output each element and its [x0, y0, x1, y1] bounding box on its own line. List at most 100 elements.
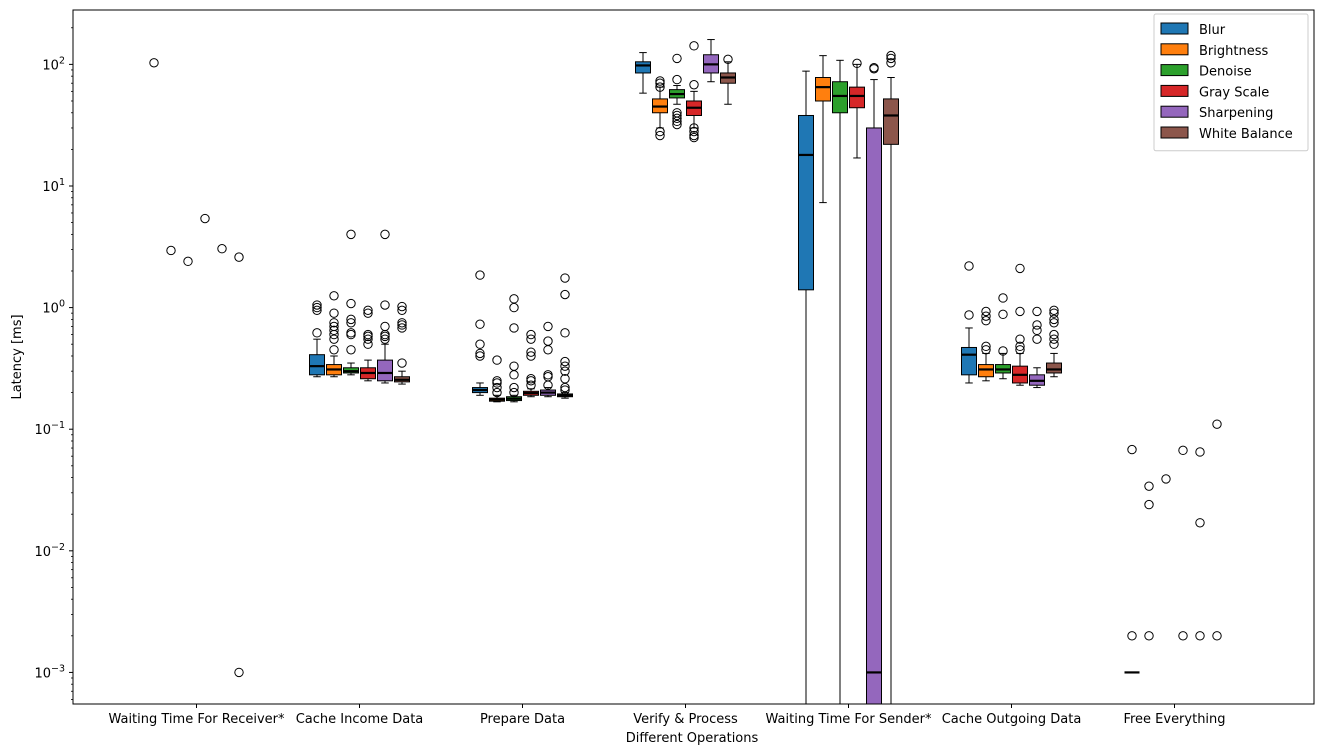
legend-label: Denoise: [1199, 65, 1252, 80]
box-0: [234, 252, 244, 678]
outlier-point: [509, 382, 519, 393]
box-5: [978, 306, 994, 382]
outlier-point: [560, 328, 570, 338]
outlier-point: [526, 347, 536, 357]
box-6: [1212, 419, 1222, 641]
outlier-point: [1032, 325, 1042, 336]
legend-label: Sharpening: [1199, 106, 1273, 121]
outlier-point: [886, 53, 896, 64]
outlier-point: [363, 308, 373, 318]
plot-area: [149, 39, 1222, 704]
box-iqr: [883, 98, 899, 145]
outlier-point: [655, 82, 665, 92]
outlier-point: [526, 374, 536, 384]
y-tick-label: 10−2: [34, 542, 65, 560]
outlier-point: [689, 130, 699, 141]
outlier-point: [543, 321, 553, 332]
outlier-point: [492, 387, 502, 398]
outlier-point: [560, 374, 570, 384]
axes-frame: [72, 9, 1315, 705]
box-3: [635, 52, 651, 94]
x-tick-label: Cache Outgoing Data: [942, 712, 1082, 727]
outlier-point: [560, 385, 570, 395]
outlier-point: [475, 339, 485, 349]
x-tick-label: Verify & Process: [633, 712, 738, 727]
outlier-point: [380, 334, 390, 344]
legend-label: Gray Scale: [1199, 85, 1269, 100]
outlier-point: [998, 293, 1008, 303]
outlier-point: [981, 311, 991, 321]
outlier-point: [475, 270, 485, 280]
outlier-point: [1015, 345, 1025, 355]
box-4: [866, 62, 882, 704]
y-axis-label: Latency [ms]: [10, 314, 25, 399]
outlier-point: [1195, 518, 1205, 528]
box-iqr: [377, 359, 393, 382]
outlier-point: [363, 334, 373, 344]
outlier-point: [526, 329, 536, 340]
outlier-point: [509, 387, 519, 398]
outlier-point: [672, 108, 682, 118]
outlier-point: [312, 302, 322, 313]
box-6: [1124, 444, 1140, 674]
outlier-point: [329, 345, 339, 355]
box-3: [720, 54, 736, 105]
outlier-point: [397, 305, 407, 316]
outlier-point: [397, 318, 407, 328]
outlier-point: [475, 351, 485, 361]
box-5: [1029, 306, 1045, 389]
box-3: [703, 39, 719, 83]
x-tick-label: Waiting Time For Sender*: [766, 712, 932, 727]
outlier-point: [560, 289, 570, 300]
outlier-point: [655, 130, 665, 141]
box-iqr: [635, 61, 651, 74]
y-tick-label: 102: [42, 55, 65, 73]
outlier-point: [1195, 447, 1205, 457]
legend: Blur Brightness Denoise Gray Scale Sharpenin…: [1153, 13, 1309, 152]
outlier-point: [998, 346, 1008, 356]
series-brightness: [166, 55, 1154, 641]
outlier-point: [234, 252, 244, 262]
outlier-point: [1032, 306, 1042, 317]
outlier-point: [509, 323, 519, 333]
outlier-point: [672, 53, 682, 64]
legend-label: Brightness: [1199, 44, 1268, 59]
outlier-point: [886, 58, 896, 68]
outlier-point: [363, 305, 373, 316]
outlier-point: [380, 300, 390, 310]
series-blur: [149, 52, 1140, 704]
outlier-point: [1178, 631, 1188, 641]
box-iqr: [978, 364, 994, 378]
outlier-point: [689, 41, 699, 51]
outlier-point: [886, 50, 896, 61]
outlier-point: [672, 110, 682, 121]
outlier-point: [560, 356, 570, 367]
box-iqr: [1046, 362, 1062, 374]
outlier-point: [509, 294, 519, 304]
series-sharpening: [217, 39, 1205, 704]
outlier-point: [689, 80, 699, 90]
outlier-point: [329, 325, 339, 336]
outlier-point: [689, 126, 699, 137]
outlier-point: [1015, 263, 1025, 274]
outlier-point: [981, 341, 991, 352]
outlier-point: [1049, 314, 1059, 325]
outlier-point: [312, 305, 322, 316]
series-gray-scale: [200, 41, 1188, 641]
outlier-point: [998, 309, 1008, 320]
outlier-point: [312, 300, 322, 310]
legend-swatch: [1160, 84, 1189, 97]
outlier-point: [475, 348, 485, 359]
outlier-point: [200, 213, 210, 224]
box-6: [1161, 474, 1171, 484]
box-0: [183, 256, 193, 267]
outlier-point: [217, 244, 227, 254]
box-5: [995, 293, 1011, 380]
y-tick-label: 100: [42, 299, 65, 317]
box-2: [489, 355, 505, 403]
box-1: [377, 229, 393, 384]
outlier-point: [397, 323, 407, 333]
outlier-point: [1049, 329, 1059, 340]
outlier-point: [329, 321, 339, 332]
outlier-point: [689, 123, 699, 133]
